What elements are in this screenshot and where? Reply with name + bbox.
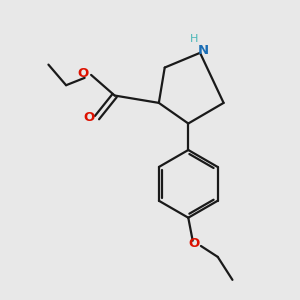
Text: N: N xyxy=(198,44,209,57)
Text: H: H xyxy=(189,34,198,44)
Text: O: O xyxy=(188,236,200,250)
Text: O: O xyxy=(83,111,94,124)
Text: O: O xyxy=(77,67,88,80)
